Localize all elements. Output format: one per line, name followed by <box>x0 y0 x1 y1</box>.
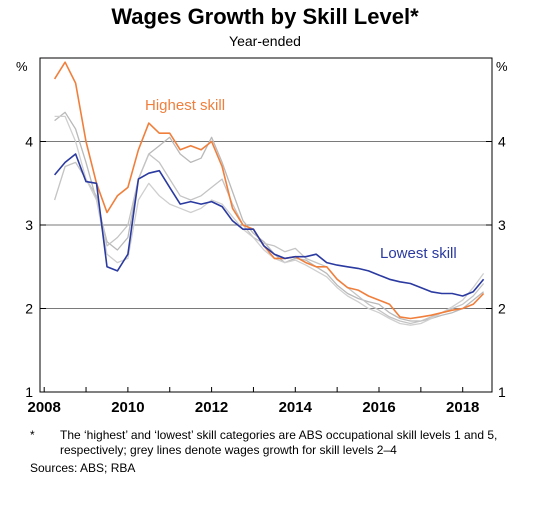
sources: Sources: ABS; RBA <box>30 461 136 475</box>
x-tick-label: 2014 <box>279 399 313 416</box>
series-layer <box>53 61 485 326</box>
y-tick-label-left: 2 <box>25 301 33 317</box>
grid <box>40 141 492 309</box>
y-tick-label-left: 1 <box>25 384 33 400</box>
series-line-highest-skill <box>53 61 485 320</box>
x-tick-label: 2008 <box>27 399 60 416</box>
axes <box>39 57 493 393</box>
y-tick-label-right: 2 <box>498 301 506 317</box>
chart-subtitle: Year-ended <box>229 33 301 49</box>
footnote: * The ‘highest’ and ‘lowest’ skill categ… <box>30 428 530 458</box>
y-unit-left: % <box>16 59 28 74</box>
footnote-mark: * <box>30 428 35 442</box>
tick-layer: 1 1 2 2 3 3 4 4 2008 2010 2012 2014 2016 2018 <box>25 134 506 417</box>
series-line-lowest-skill <box>53 153 485 297</box>
y-tick-label-right: 4 <box>498 134 506 150</box>
notes: * The ‘highest’ and ‘lowest’ skill categ… <box>30 428 530 476</box>
y-tick-label-right: 1 <box>498 384 506 400</box>
y-unit-right: % <box>496 59 508 74</box>
annotation-lowest-skill: Lowest skill <box>380 245 457 262</box>
series-line-grey-3 <box>53 153 485 325</box>
x-tick-label: 2010 <box>111 399 144 416</box>
x-tick-label: 2012 <box>195 399 228 416</box>
chart-title: Wages Growth by Skill Level* <box>111 4 419 29</box>
y-tick-label-left: 3 <box>25 217 33 233</box>
y-tick-label-left: 4 <box>25 134 33 150</box>
series-line-grey-4 <box>54 115 485 326</box>
x-tick-label: 2016 <box>362 399 395 416</box>
x-tick-label: 2018 <box>446 399 479 416</box>
series-line-grey-2 <box>54 111 485 322</box>
annotation-highest-skill: Highest skill <box>145 97 225 114</box>
y-tick-label-right: 3 <box>498 217 506 233</box>
chart: Wages Growth by Skill Level* Year-ended … <box>16 4 508 417</box>
footnote-text: The ‘highest’ and ‘lowest’ skill categor… <box>60 428 498 457</box>
